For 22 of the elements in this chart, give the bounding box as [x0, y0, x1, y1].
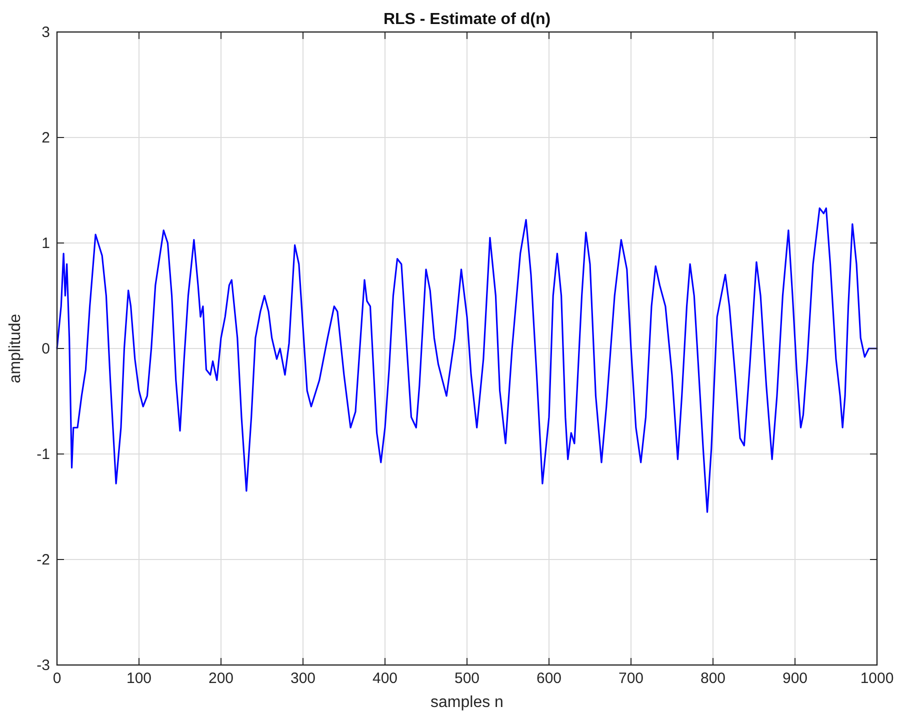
x-tick-label: 100 [126, 670, 152, 687]
line-series [56, 207, 878, 513]
x-tick-label: 200 [208, 670, 234, 687]
x-tick-label: 0 [52, 670, 62, 687]
x-axis-title: samples n [430, 694, 504, 711]
x-tick-label: 900 [782, 670, 808, 687]
y-tick-label: -1 [36, 446, 50, 463]
y-tick-label: -3 [36, 657, 50, 674]
y-tick-label: 0 [42, 340, 50, 358]
x-tick-label: 300 [290, 670, 316, 687]
y-tick-label: 3 [42, 24, 50, 41]
chart-title: RLS - Estimate of d(n) [383, 11, 551, 28]
x-tick-label: 700 [618, 670, 644, 687]
y-tick-label: 2 [42, 130, 50, 146]
x-tick-label: 1000 [860, 670, 894, 687]
y-axis-title: amplitude [7, 314, 24, 384]
y-tick-label: -2 [36, 552, 50, 568]
x-tick-label: 600 [536, 670, 562, 687]
x-tick-label: 500 [454, 670, 480, 687]
x-tick-label: 800 [700, 670, 726, 687]
y-tick-label: 1 [42, 235, 50, 252]
x-tick-label: 400 [372, 670, 398, 687]
